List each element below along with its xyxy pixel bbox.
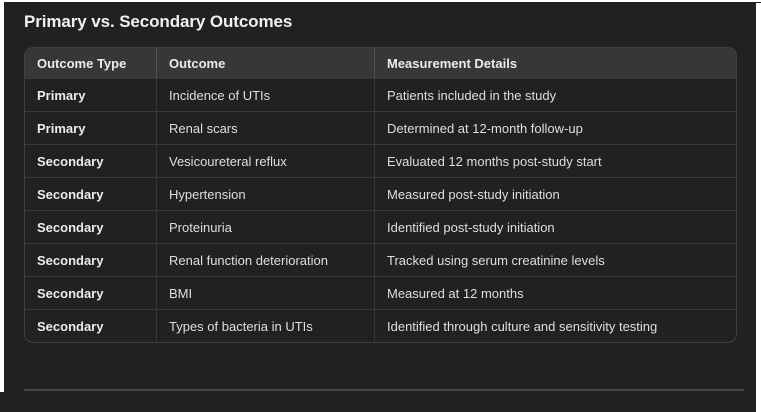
measurement-details-cell: Evaluated 12 months post-study start xyxy=(374,144,736,177)
outcome-cell: Incidence of UTIs xyxy=(156,78,374,111)
table-row: Secondary Hypertension Measured post-study… xyxy=(25,177,736,210)
crop-edge-top xyxy=(0,0,761,2)
outcome-type-cell: Primary xyxy=(25,78,156,111)
column-header-measurement-details: Measurement Details xyxy=(374,48,736,78)
column-header-outcome: Outcome xyxy=(156,48,374,78)
outcome-cell: Proteinuria xyxy=(156,210,374,243)
outcome-type-cell: Secondary xyxy=(25,309,156,342)
outcome-cell: Renal scars xyxy=(156,111,374,144)
table-row: Secondary Vesicoureteral reflux Evaluated … xyxy=(25,144,736,177)
outcome-type-cell: Secondary xyxy=(25,210,156,243)
measurement-details-cell: Determined at 12-month follow-up xyxy=(374,111,736,144)
crop-edge-left xyxy=(0,0,4,392)
outcome-cell: Types of bacteria in UTIs xyxy=(156,309,374,342)
horizontal-rule xyxy=(24,389,744,391)
crop-edge-right xyxy=(756,3,761,412)
outcome-type-cell: Secondary xyxy=(25,177,156,210)
measurement-details-cell: Tracked using serum creatinine levels xyxy=(374,243,736,276)
table-row: Primary Incidence of UTIs Patients include… xyxy=(25,78,736,111)
outcome-type-cell: Secondary xyxy=(25,243,156,276)
measurement-details-cell: Patients included in the study xyxy=(374,78,736,111)
table-row: Secondary BMI Measured at 12 months xyxy=(25,276,736,309)
outcome-cell: Vesicoureteral reflux xyxy=(156,144,374,177)
outcome-cell: Hypertension xyxy=(156,177,374,210)
column-header-outcome-type: Outcome Type xyxy=(25,48,156,78)
outcome-type-cell: Primary xyxy=(25,111,156,144)
table-header-row: Outcome Type Outcome Measurement Details xyxy=(25,48,736,78)
page-title: Primary vs. Secondary Outcomes xyxy=(24,12,293,31)
outcome-cell: Renal function deterioration xyxy=(156,243,374,276)
table-row: Primary Renal scars Determined at 12-month… xyxy=(25,111,736,144)
table-row: Secondary Renal function deterioration Tra… xyxy=(25,243,736,276)
measurement-details-cell: Measured at 12 months xyxy=(374,276,736,309)
outcomes-table: Outcome Type Outcome Measurement Details… xyxy=(24,47,737,343)
table-row: Secondary Types of bacteria in UTIs Identi… xyxy=(25,309,736,342)
measurement-details-cell: Identified post-study initiation xyxy=(374,210,736,243)
outcome-type-cell: Secondary xyxy=(25,144,156,177)
table-row: Secondary Proteinuria Identified post-stud… xyxy=(25,210,736,243)
measurement-details-cell: Measured post-study initiation xyxy=(374,177,736,210)
measurement-details-cell: Identified through culture and sensitivi… xyxy=(374,309,736,342)
outcome-type-cell: Secondary xyxy=(25,276,156,309)
outcome-cell: BMI xyxy=(156,276,374,309)
table-body: Primary Incidence of UTIs Patients include… xyxy=(25,78,736,342)
